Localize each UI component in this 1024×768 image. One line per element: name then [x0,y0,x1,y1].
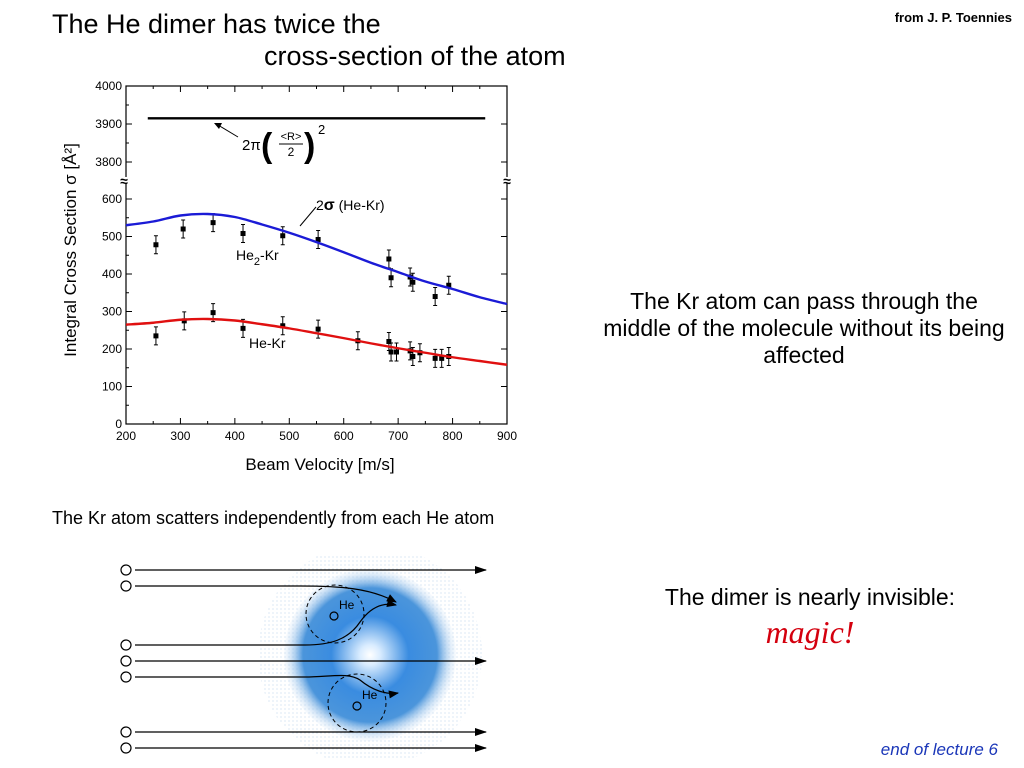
end-of-lecture-note: end of lecture 6 [880,740,998,759]
series-line [125,212,508,306]
y-tick-label: 3900 [95,117,122,131]
data-point [410,279,416,285]
data-point [210,220,216,226]
he-upper-outline [305,584,365,644]
data-point [432,355,438,361]
data-point [280,323,286,329]
data-point [388,275,394,281]
formula-annotation: 2π ( ) <R> 2 2 [214,122,325,165]
formula-denominator: 2 [288,145,295,159]
data-point [240,325,246,331]
data-point [394,349,400,355]
x-tick-label: 500 [279,429,299,443]
plot-frame [125,85,508,425]
data-point [180,226,186,232]
axis-break-gap-right [504,177,510,183]
axis-break-mark-left: ≈ [120,173,128,189]
magic-text: magic! [765,614,855,650]
dimer-invisible-text: The dimer is nearly invisible: [664,584,956,610]
y-tick-label: 500 [102,230,122,244]
blue-label-leader [299,206,317,227]
scattering-diagram: He He [120,555,487,760]
atom-data-label: He-Kr [249,335,286,351]
data-point [181,318,187,324]
data-point [153,333,159,339]
projectile-atom [120,742,132,754]
data-point [386,339,392,344]
source-credit: from J. P. Toennies [894,10,1012,25]
data-point [410,354,416,359]
x-tick-label: 600 [334,429,354,443]
x-tick-label: 400 [225,429,245,443]
dimer-density-cloud [284,569,456,741]
data-point [439,355,445,361]
data-point [432,294,438,299]
y-tick-label: 3800 [95,155,122,169]
projectile-atom [120,671,132,683]
formula-2pi: 2π [242,137,261,154]
data-point [280,233,286,239]
data-point [386,256,392,262]
slide-title-line-1: The He dimer has twice the [52,9,381,39]
formula-arrowhead [214,123,222,129]
axis-break-mark-right: ≈ [503,173,511,189]
y-tick-label: 0 [115,417,122,431]
plot-layer: 200 300 400 500 600 700 800 900 0 100 200 300 400 500… [95,79,517,443]
slide-title-line-2: cross-section of the atom [264,41,566,71]
projectile-atom [120,726,132,738]
x-tick-label: 800 [443,429,463,443]
diagram-caption: The Kr atom scatters independently from … [52,508,495,528]
y-tick-label: 200 [102,342,122,356]
kr-passes-through-text: The Kr atom can pass through the middle … [603,288,1005,368]
projectile-atom [120,564,132,576]
deflected-trajectory [135,674,399,699]
data-point [240,231,246,236]
he-upper-nucleus [329,611,339,621]
formula-arrow [217,124,239,138]
formula-exponent: 2 [318,122,325,137]
dimer-data-label: He2-Kr [236,247,279,268]
x-tick-label: 900 [497,429,517,443]
projectile-atom [120,655,132,667]
data-point [388,349,394,355]
he-lower-nucleus [352,701,362,711]
x-tick-label: 300 [170,429,190,443]
blue-curve-label: 2σ (He-Kr) [316,197,385,214]
y-tick-label: 300 [102,305,122,319]
data-point [210,310,216,316]
formula-left-paren: ( [261,127,273,165]
x-tick-label: 700 [388,429,408,443]
he-lower-label: He [362,688,378,702]
data-point [315,326,321,332]
he-upper-label: He [339,598,355,612]
axis-break-gap-left [123,177,129,183]
he-atom-outlines [305,584,387,733]
projectile-circles [120,564,132,754]
data-point [446,282,452,288]
series-line [125,317,508,366]
x-axis-label: Beam Velocity [m/s] [245,455,394,474]
y-tick-label: 100 [102,380,122,394]
x-tick-label: 200 [116,429,136,443]
deflected-trajectory [135,599,397,646]
data-point [315,237,321,242]
y-axis-label: Integral Cross Section σ [Å²] [61,143,80,357]
cross-section-chart: 200 300 400 500 600 700 800 900 0 100 200 300 400 500… [61,79,517,474]
y-tick-label: 400 [102,267,122,281]
y-tick-label: 600 [102,192,122,206]
formula-numerator: <R> [281,131,302,143]
formula-right-paren: ) [304,127,315,165]
he-lower-outline [327,673,387,733]
projectile-atom [120,580,132,592]
data-point [153,242,159,248]
y-tick-label: 4000 [95,79,122,93]
projectile-atom [120,639,132,651]
